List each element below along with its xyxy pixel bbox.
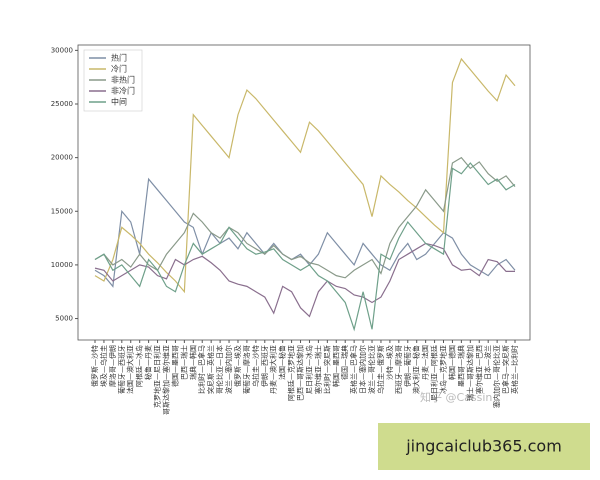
x-tick-label: 尼日利亚—冰岛 — [304, 345, 313, 394]
x-tick-label: 巴西—哥斯达黎加 — [296, 345, 305, 401]
legend-label: 中间 — [111, 97, 127, 107]
x-tick-label: 葡萄牙—摩洛哥 — [242, 345, 251, 394]
x-tick-label: 沙特—埃及 — [385, 345, 394, 380]
x-tick-label: 阿根廷—克罗地亚 — [287, 345, 296, 401]
x-tick-label: 澳大利亚—秘鲁 — [412, 345, 421, 394]
plot-frame — [77, 44, 531, 341]
x-tick-label: 俄罗斯—埃及 — [233, 345, 242, 387]
x-tick-label: 波兰—塞内加尔 — [224, 345, 233, 394]
x-tick-label: 摩洛哥—伊朗 — [108, 345, 117, 387]
legend-label: 热门 — [111, 53, 127, 63]
x-tick-label: 葡萄牙—西班牙 — [117, 345, 126, 394]
x-tick-label: 韩国—德国 — [447, 345, 456, 380]
banner — [378, 423, 590, 470]
x-tick-label: 伊朗—西班牙 — [260, 345, 269, 387]
x-tick-label: 阿根廷—冰岛 — [135, 345, 144, 387]
x-tick-label: 瑞士—哥斯达黎加 — [465, 345, 474, 401]
x-tick-label: 比利时—巴拿马 — [197, 345, 206, 394]
legend-label: 非冷门 — [111, 86, 135, 96]
y-tick-label: 25000 — [51, 100, 73, 108]
x-tick-label: 日本—塞内加尔 — [358, 345, 367, 394]
legend-label: 冷门 — [111, 64, 127, 74]
x-tick-label: 突尼斯—英格兰 — [206, 345, 215, 394]
x-tick-label: 尼日利亚—阿根廷 — [430, 345, 439, 401]
x-tick-label: 秘鲁—丹麦 — [144, 345, 153, 380]
y-tick-label: 30000 — [51, 46, 73, 54]
x-tick-label: 巴西—瑞士 — [179, 345, 188, 380]
x-tick-label: 乌拉圭—沙特 — [251, 345, 260, 387]
x-tick-label: 法国—秘鲁 — [278, 345, 287, 380]
x-tick-label: 德国—瑞典 — [340, 345, 349, 380]
y-tick-label: 5000 — [55, 315, 73, 323]
x-tick-label: 巴拿马—突尼斯 — [501, 345, 510, 394]
x-tick-label: 冰岛—克罗地亚 — [439, 345, 448, 394]
y-tick-label: 10000 — [51, 261, 73, 269]
series-line — [94, 156, 516, 279]
watermark-author: 知乎 @Cassin — [420, 390, 492, 404]
x-tick-label: 英格兰—比利时 — [510, 345, 519, 394]
x-tick-label: 伊朗—葡萄牙 — [403, 345, 412, 387]
x-tick-label: 瑞典—韩国 — [188, 345, 197, 380]
x-tick-label: 波兰—哥伦比亚 — [367, 345, 376, 394]
x-tick-label: 西班牙—摩洛哥 — [394, 345, 403, 394]
x-tick-label: 塞内加尔—哥伦比亚 — [492, 345, 501, 408]
x-tick-label: 丹麦—澳大利亚 — [269, 345, 278, 394]
x-tick-label: 日本—波兰 — [483, 345, 492, 380]
x-tick-label: 俄罗斯—沙特 — [90, 345, 99, 387]
watermark-site: jingcaiclub365.com — [405, 437, 562, 456]
x-tick-label: 乌拉圭—俄罗斯 — [376, 345, 385, 394]
legend-label: 非热门 — [111, 75, 135, 85]
x-tick-label: 埃及—乌拉圭 — [99, 345, 108, 387]
series-line — [94, 162, 516, 332]
x-tick-label: 墨西哥—瑞典 — [456, 345, 465, 387]
x-tick-label: 哥斯达黎加—塞尔维亚 — [161, 345, 170, 415]
x-tick-label: 塞尔维亚—巴西 — [474, 345, 483, 394]
x-tick-label: 比利时—突尼斯 — [322, 345, 331, 394]
series-line — [94, 242, 515, 318]
x-tick-label: 哥伦比亚—日本 — [215, 345, 224, 394]
series-line — [94, 57, 516, 294]
y-tick-label: 20000 — [51, 154, 73, 162]
x-tick-label: 法国—澳大利亚 — [126, 345, 135, 394]
x-tick-label: 丹麦—法国 — [421, 345, 430, 380]
x-tick-label: 克罗地亚—尼日利亚 — [153, 345, 162, 408]
x-tick-label: 塞尔维亚—瑞士 — [313, 345, 322, 394]
y-tick-label: 15000 — [51, 207, 73, 215]
x-tick-label: 德国—墨西哥 — [170, 345, 179, 387]
x-tick-label: 韩国—墨西哥 — [331, 345, 340, 387]
x-tick-label: 英格兰—巴拿马 — [349, 345, 358, 394]
